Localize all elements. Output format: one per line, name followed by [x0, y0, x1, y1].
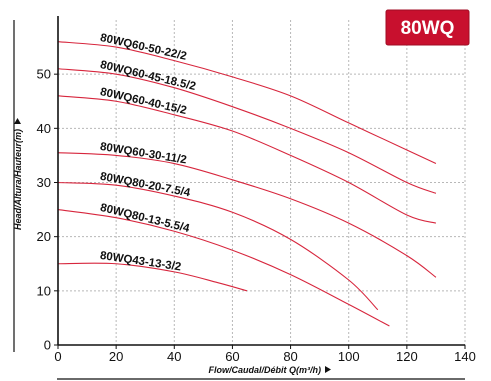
x-tick-label-2: 40	[167, 349, 181, 364]
series-label-4: 80WQ80-20-7.5/4	[99, 171, 192, 200]
curve-labels: 80WQ60-50-22/280WQ60-45-18.5/280WQ60-40-…	[99, 32, 197, 274]
y-axis-title-text: Head/Altura/Hauteur(m)	[13, 129, 23, 230]
y-tick-label-2: 20	[37, 229, 51, 244]
series-line-0	[57, 41, 437, 165]
x-tick-label-5: 100	[338, 349, 360, 364]
x-axis-arrow-icon	[325, 366, 331, 373]
x-tick-label-6: 120	[396, 349, 418, 364]
series-label-6: 80WQ43-13-3/2	[99, 250, 182, 274]
y-tick-label-3: 30	[37, 175, 51, 190]
series-line-2	[57, 95, 437, 224]
axes: 0 20 40 60 80 100 120 140 0 10 20 30 40 50	[37, 16, 476, 364]
model-badge-text: 80WQ	[401, 18, 455, 39]
series-label-5: 80WQ80-13-5.5/4	[99, 202, 191, 235]
series-line-3	[57, 152, 437, 278]
series-line-5	[57, 209, 390, 327]
x-axis-title: Flow/Caudal/Débit Q(m³/h)	[57, 365, 465, 380]
model-badge-box	[385, 9, 470, 46]
x-tick-label-4: 80	[283, 349, 297, 364]
series-line-4	[57, 181, 379, 311]
y-tick-label-5: 50	[37, 67, 51, 82]
y-tick-label-4: 40	[37, 121, 51, 136]
y-tick-label-1: 10	[37, 283, 51, 298]
series-line-6	[57, 262, 248, 292]
series-line-1	[57, 68, 437, 194]
x-tick-label-0: 0	[54, 349, 61, 364]
curves	[57, 41, 437, 327]
x-axis-title-text: Flow/Caudal/Débit Q(m³/h)	[209, 365, 322, 375]
series-label-2: 80WQ60-40-15/2	[99, 86, 188, 117]
x-tick-label-7: 140	[454, 349, 476, 364]
x-tick-label-1: 20	[109, 349, 123, 364]
model-badge: 80WQ	[385, 9, 470, 46]
y-axis-title: Head/Altura/Hauteur(m)	[13, 20, 23, 352]
y-tick-label-0: 0	[44, 338, 51, 353]
x-tick-label-3: 60	[225, 349, 239, 364]
y-axis-arrow-icon	[14, 118, 21, 124]
